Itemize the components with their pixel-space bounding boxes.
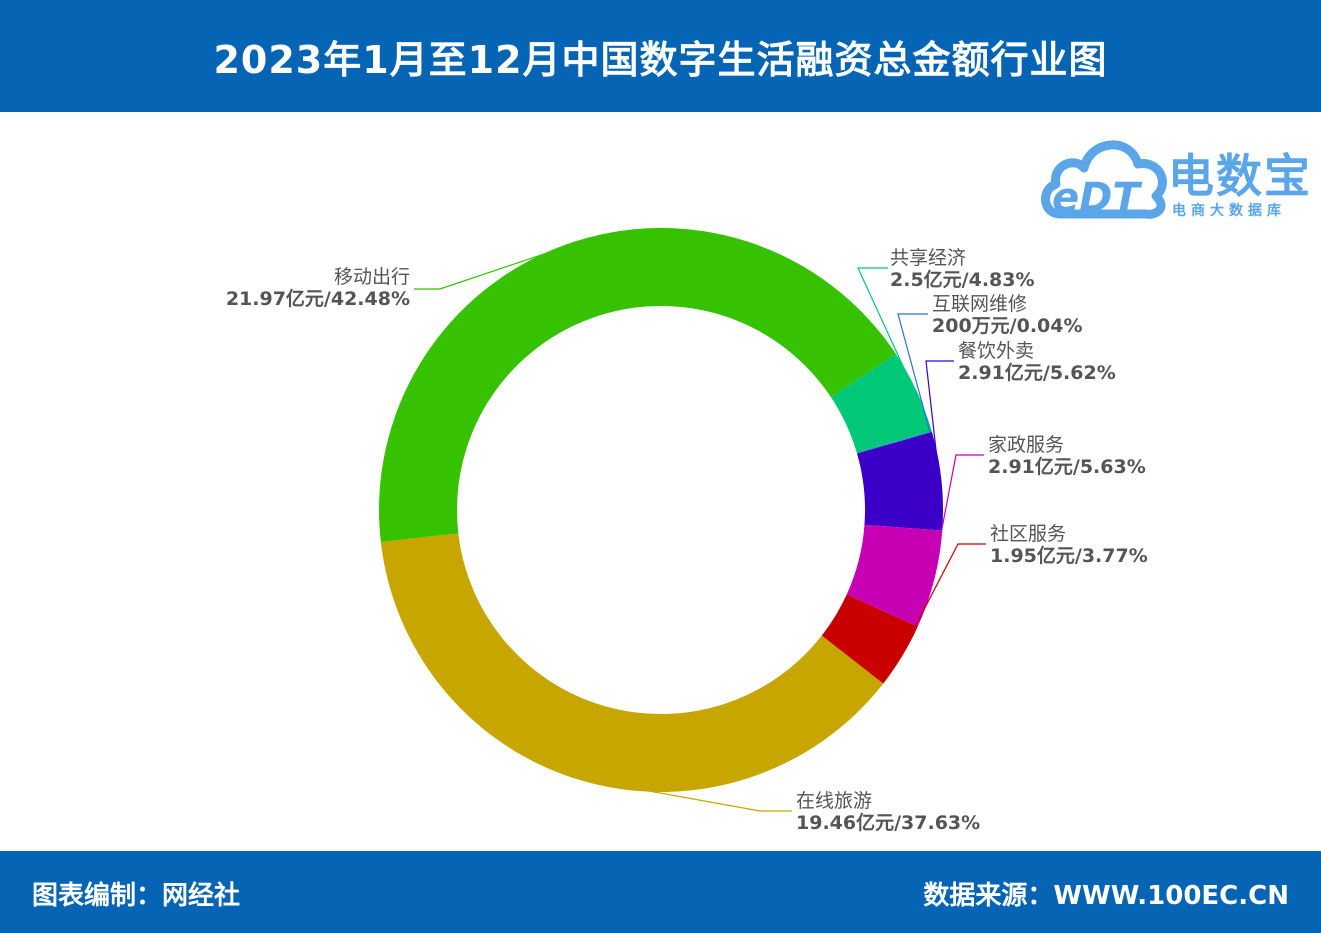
- leader-line-移动出行: [414, 246, 566, 290]
- header-band: 2023年1月至12月中国数字生活融资总金额行业图: [0, 0, 1321, 112]
- logo-badge: eDT: [1052, 175, 1142, 221]
- leader-line-餐饮外卖: [925, 360, 954, 482]
- logo-subtitle: 电商大数据库: [1172, 203, 1286, 219]
- cloud-logo-icon: eDT: [1041, 140, 1167, 221]
- slice-label-餐饮外卖: 餐饮外卖: [958, 340, 1034, 362]
- slice-value-家政服务: 2.91亿元/5.63%: [988, 455, 1146, 478]
- leader-line-社区服务: [899, 543, 986, 656]
- footer-compiler: 图表编制：网经社: [32, 881, 241, 911]
- slice-共享经济: [830, 353, 932, 454]
- slice-在线旅游: [380, 533, 884, 792]
- footer-source: 数据来源：WWW.100EC.CN: [923, 881, 1289, 911]
- slice-餐饮外卖: [857, 431, 943, 531]
- slice-互联网维修: [856, 431, 932, 454]
- slice-value-共享经济: 2.5亿元/4.83%: [890, 268, 1035, 291]
- slice-label-互联网维修: 互联网维修: [932, 293, 1027, 315]
- slice-value-在线旅游: 19.46亿元/37.63%: [796, 811, 980, 834]
- leader-line-互联网维修: [897, 313, 931, 433]
- slice-label-在线旅游: 在线旅游: [796, 790, 872, 812]
- slice-label-社区服务: 社区服务: [990, 523, 1066, 545]
- leader-line-在线旅游: [584, 778, 792, 812]
- logo: eDT 电数宝 电商大数据库: [1038, 118, 1313, 226]
- slice-value-餐饮外卖: 2.91亿元/5.62%: [958, 361, 1116, 384]
- footer-band: 图表编制：网经社 数据来源：WWW.100EC.CN: [0, 851, 1321, 933]
- slice-家政服务: [846, 524, 943, 627]
- leader-line-家政服务: [931, 454, 984, 580]
- slice-移动出行: [379, 227, 896, 543]
- slice-value-移动出行: 21.97亿元/42.48%: [226, 287, 410, 310]
- slice-value-社区服务: 1.95亿元/3.77%: [990, 544, 1148, 567]
- chart-title: 2023年1月至12月中国数字生活融资总金额行业图: [213, 37, 1108, 82]
- slice-社区服务: [821, 594, 918, 684]
- slice-label-共享经济: 共享经济: [890, 247, 966, 269]
- slice-value-互联网维修: 200万元/0.04%: [932, 315, 1083, 337]
- leader-line-共享经济: [857, 267, 916, 393]
- slice-label-家政服务: 家政服务: [988, 434, 1064, 456]
- slice-label-移动出行: 移动出行: [334, 266, 410, 288]
- logo-name: 电数宝: [1168, 149, 1312, 203]
